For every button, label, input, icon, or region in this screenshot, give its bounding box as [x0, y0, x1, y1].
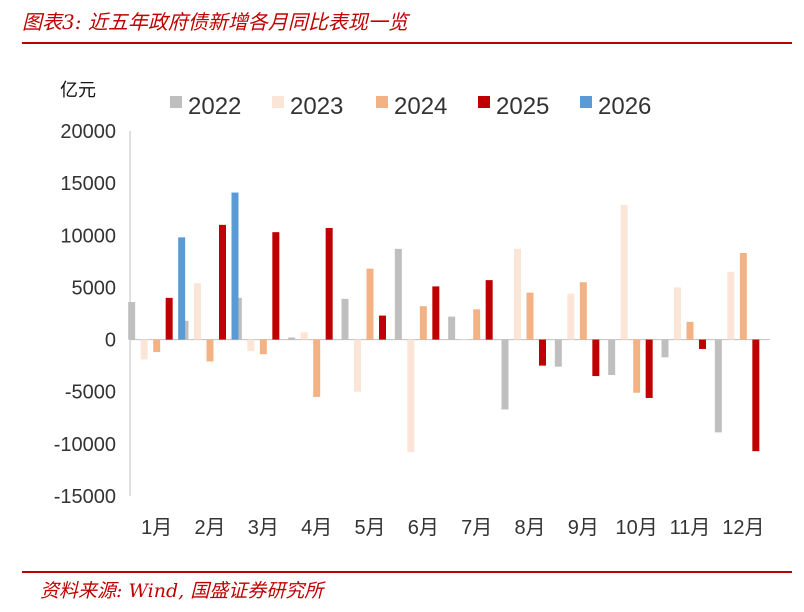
- bar-2024-3: [259, 339, 267, 355]
- x-tick-label: 8月: [514, 517, 545, 539]
- y-axis-unit: 亿元: [60, 80, 96, 101]
- chart-bars: [128, 192, 760, 453]
- x-tick-label: 12月: [722, 517, 764, 539]
- bar-2025-11: [699, 339, 706, 349]
- bar-2024-1: [153, 339, 161, 353]
- bar-2023-3: [247, 339, 255, 352]
- legend-swatch-2025: [478, 96, 490, 108]
- bar-2025-9: [592, 339, 600, 377]
- bar-2025-12: [752, 339, 760, 452]
- bar-2024-12: [739, 253, 747, 340]
- bar-2023-2: [194, 283, 201, 340]
- bar-2022-8: [501, 339, 509, 410]
- x-tick-label: 2月: [194, 517, 225, 539]
- bar-2023-4: [300, 332, 308, 340]
- bar-2026-1: [178, 237, 186, 340]
- legend-swatch-2026: [580, 96, 592, 108]
- bar-2025-7: [485, 280, 493, 340]
- y-tick-label: 10000: [60, 225, 116, 247]
- bar-2025-6: [432, 286, 440, 340]
- x-tick-label: 5月: [354, 517, 385, 539]
- bar-2022-11: [661, 339, 669, 358]
- bar-2023-5: [354, 339, 361, 392]
- bar-2024-9: [579, 282, 587, 340]
- bar-2024-5: [366, 268, 374, 340]
- bar-2023-8: [514, 248, 521, 340]
- legend-swatch-2023: [272, 96, 284, 108]
- legend-label-2026: 2026: [598, 93, 651, 120]
- y-tick-label: 20000: [60, 121, 116, 143]
- y-tick-label: -15000: [54, 486, 116, 508]
- bar-2022-10: [608, 339, 616, 376]
- bar-2025-1: [165, 297, 173, 340]
- y-tick-label: -10000: [54, 434, 116, 456]
- source-rule: [22, 571, 792, 573]
- bar-2023-6: [407, 339, 415, 453]
- bar-2025-2: [219, 224, 226, 340]
- bar-2022-1: [128, 302, 136, 340]
- y-tick-label: 15000: [60, 173, 116, 195]
- bar-2023-11: [674, 287, 681, 340]
- legend-label-2025: 2025: [496, 93, 549, 120]
- chart-title: 图表3: 近五年政府债新增各月同比表现一览: [22, 10, 408, 34]
- y-tick-label: 0: [105, 330, 116, 352]
- bar-2024-7: [473, 309, 481, 340]
- y-axis-labels: 20000 15000 10000 5000 0 -5000 -10000 -15000: [54, 121, 116, 508]
- bar-2024-4: [313, 339, 321, 397]
- x-tick-label: 6月: [408, 517, 439, 539]
- x-axis-labels: 1月 2月 3月 4月 5月 6月 7月 8月 9月 10月 11月 12月: [141, 517, 764, 539]
- y-tick-label: 5000: [72, 277, 117, 299]
- bar-2022-5: [341, 298, 349, 340]
- bar-2023-9: [567, 293, 575, 340]
- bar-2023-7: [460, 339, 468, 341]
- title-rule: [22, 42, 792, 44]
- x-tick-label: 1月: [141, 517, 172, 539]
- bar-2025-4: [325, 227, 333, 340]
- x-tick-label: 10月: [616, 517, 658, 539]
- bar-2022-6: [394, 248, 402, 340]
- bar-2024-8: [526, 292, 534, 340]
- x-tick-label: 9月: [568, 517, 599, 539]
- legend: 2022 2023 2024 2025 2026: [170, 93, 651, 120]
- x-tick-label: 4月: [301, 517, 332, 539]
- bar-2022-9: [554, 339, 562, 367]
- x-tick-label: 11月: [670, 517, 711, 539]
- bar-2024-6: [419, 306, 427, 340]
- x-tick-label: 3月: [248, 517, 279, 539]
- legend-label-2023: 2023: [290, 93, 343, 120]
- bar-2022-7: [448, 316, 456, 340]
- bar-2022-4: [288, 337, 296, 340]
- bar-2025-10: [645, 339, 653, 398]
- bar-2025-3: [272, 232, 280, 340]
- bar-2024-10: [633, 339, 641, 393]
- bar-2025-5: [379, 315, 386, 340]
- legend-swatch-2024: [376, 96, 388, 108]
- x-tick-label: 7月: [461, 517, 492, 539]
- legend-swatch-2022: [170, 96, 182, 108]
- bar-2024-11: [686, 321, 694, 340]
- bar-2023-12: [727, 271, 735, 340]
- y-tick-label: -5000: [65, 382, 116, 404]
- bar-2026-2: [231, 192, 239, 340]
- bar-2025-8: [539, 339, 546, 366]
- legend-label-2024: 2024: [394, 93, 447, 120]
- bar-2023-1: [140, 339, 148, 360]
- bar-2024-2: [206, 339, 214, 362]
- source-note: 资料来源: Wind, 国盛证券研究所: [40, 580, 324, 602]
- bar-2022-12: [714, 339, 722, 433]
- bar-2023-10: [620, 205, 628, 340]
- legend-label-2022: 2022: [188, 93, 241, 120]
